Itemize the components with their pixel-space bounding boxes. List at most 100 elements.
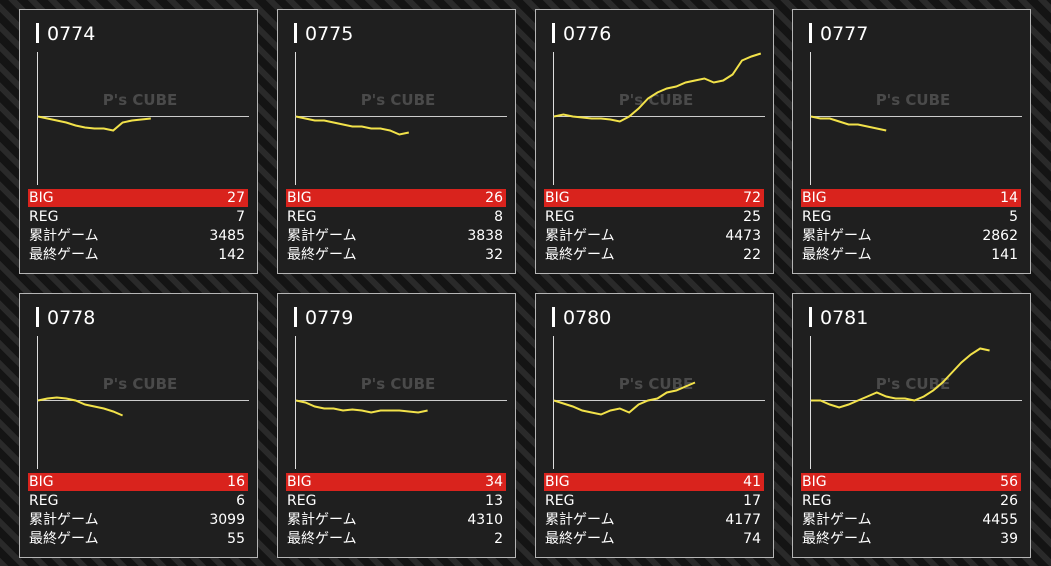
stat-value: 72 [743, 190, 761, 206]
stat-label: 最終ゲーム [287, 531, 357, 547]
stat-value: 26 [485, 190, 503, 206]
card-graph: 0776 P's CUBE [552, 23, 765, 185]
stat-value: 39 [1000, 531, 1018, 547]
stat-row: REG 25 [544, 208, 764, 226]
stat-value: 56 [1000, 474, 1018, 490]
machine-card: 0777 P's CUBE BIG 14 REG 5 累計ゲーム 2862 最終ゲーム 141 [792, 9, 1031, 274]
stat-value: 3099 [209, 512, 245, 528]
machine-card: 0774 P's CUBE BIG 27 REG 7 累計ゲーム 3485 最終ゲーム 142 [19, 9, 258, 274]
stat-value: 74 [743, 531, 761, 547]
graph-line [810, 115, 887, 132]
watermark: P's CUBE [103, 91, 178, 109]
stat-row: 最終ゲーム 22 [544, 246, 764, 264]
stat-label: BIG [545, 190, 570, 206]
stat-label: 累計ゲーム [802, 228, 872, 244]
stat-value: 4310 [467, 512, 503, 528]
stat-label: BIG [545, 474, 570, 490]
stat-label: BIG [802, 474, 827, 490]
machine-number: 0781 [820, 307, 868, 329]
stat-label: 最終ゲーム [29, 247, 99, 263]
stat-value: 32 [485, 247, 503, 263]
stat-label: 最終ゲーム [29, 531, 99, 547]
stat-value: 55 [227, 531, 245, 547]
stat-value: 4455 [982, 512, 1018, 528]
stat-value: 2 [494, 531, 503, 547]
stat-row: REG 17 [544, 492, 764, 510]
stat-row: 最終ゲーム 142 [28, 246, 248, 264]
stat-label: 累計ゲーム [802, 512, 872, 528]
watermark: P's CUBE [876, 375, 951, 393]
title-marker [36, 307, 39, 327]
machine-number: 0780 [563, 307, 611, 329]
stat-value: 8 [494, 209, 503, 225]
machine-number: 0779 [305, 307, 353, 329]
stat-label: REG [29, 493, 59, 509]
stat-value: 14 [1000, 190, 1018, 206]
stat-row: BIG 56 [801, 473, 1021, 491]
machine-card: 0778 P's CUBE BIG 16 REG 6 累計ゲーム 3099 最終ゲーム 55 [19, 293, 258, 558]
stat-label: REG [802, 209, 832, 225]
stat-value: 2862 [982, 228, 1018, 244]
stat-label: 累計ゲーム [29, 228, 99, 244]
card-graph: 0779 P's CUBE [294, 307, 507, 469]
title-marker [552, 307, 555, 327]
stat-row: REG 8 [286, 208, 506, 226]
stat-value: 25 [743, 209, 761, 225]
watermark: P's CUBE [361, 91, 436, 109]
stat-row: BIG 14 [801, 189, 1021, 207]
stat-value: 17 [743, 493, 761, 509]
stat-label: 最終ゲーム [545, 531, 615, 547]
graph-line [295, 399, 428, 414]
stat-label: REG [29, 209, 59, 225]
machine-card: 0779 P's CUBE BIG 34 REG 13 累計ゲーム 4310 最終ゲーム 2 [277, 293, 516, 558]
stat-row: BIG 27 [28, 189, 248, 207]
card-graph: 0781 P's CUBE [809, 307, 1022, 469]
stat-value: 141 [991, 247, 1018, 263]
stat-row: REG 7 [28, 208, 248, 226]
stat-row: 最終ゲーム 2 [286, 530, 506, 548]
title-marker [294, 23, 297, 43]
stat-row: BIG 16 [28, 473, 248, 491]
title-marker [809, 307, 812, 327]
watermark: P's CUBE [619, 375, 694, 393]
machine-card: 0776 P's CUBE BIG 72 REG 25 累計ゲーム 4473 最終ゲーム 22 [535, 9, 774, 274]
stat-value: 4473 [725, 228, 761, 244]
machine-card: 0775 P's CUBE BIG 26 REG 8 累計ゲーム 3838 最終ゲーム 32 [277, 9, 516, 274]
watermark: P's CUBE [876, 91, 951, 109]
stat-value: 142 [218, 247, 245, 263]
stat-value: 16 [227, 474, 245, 490]
stat-value: 3485 [209, 228, 245, 244]
stat-value: 27 [227, 190, 245, 206]
title-marker [294, 307, 297, 327]
stat-label: BIG [29, 190, 54, 206]
stat-row: 累計ゲーム 4310 [286, 511, 506, 529]
stat-label: REG [287, 209, 317, 225]
stat-row: BIG 41 [544, 473, 764, 491]
stat-label: REG [545, 493, 575, 509]
stat-label: REG [287, 493, 317, 509]
graph-line [811, 347, 990, 409]
stat-value: 34 [485, 474, 503, 490]
stat-label: BIG [287, 474, 312, 490]
stat-value: 3838 [467, 228, 503, 244]
stat-value: 22 [743, 247, 761, 263]
stat-row: 最終ゲーム 39 [801, 530, 1021, 548]
stat-row: 累計ゲーム 3099 [28, 511, 248, 529]
stat-row: REG 26 [801, 492, 1021, 510]
stat-label: 最終ゲーム [545, 247, 615, 263]
stat-row: BIG 34 [286, 473, 506, 491]
machine-card: 0780 P's CUBE BIG 41 REG 17 累計ゲーム 4177 最終ゲーム 74 [535, 293, 774, 558]
card-graph: 0774 P's CUBE [36, 23, 249, 185]
stat-row: 累計ゲーム 4177 [544, 511, 764, 529]
machine-number: 0776 [563, 23, 611, 45]
stat-label: BIG [287, 190, 312, 206]
stat-label: 累計ゲーム [287, 512, 357, 528]
stat-row: 累計ゲーム 4455 [801, 511, 1021, 529]
title-marker [36, 23, 39, 43]
card-graph: 0778 P's CUBE [36, 307, 249, 469]
stat-row: REG 5 [801, 208, 1021, 226]
title-marker [809, 23, 812, 43]
stat-row: 累計ゲーム 3838 [286, 227, 506, 245]
graph-line [553, 52, 762, 123]
stat-label: 最終ゲーム [802, 247, 872, 263]
